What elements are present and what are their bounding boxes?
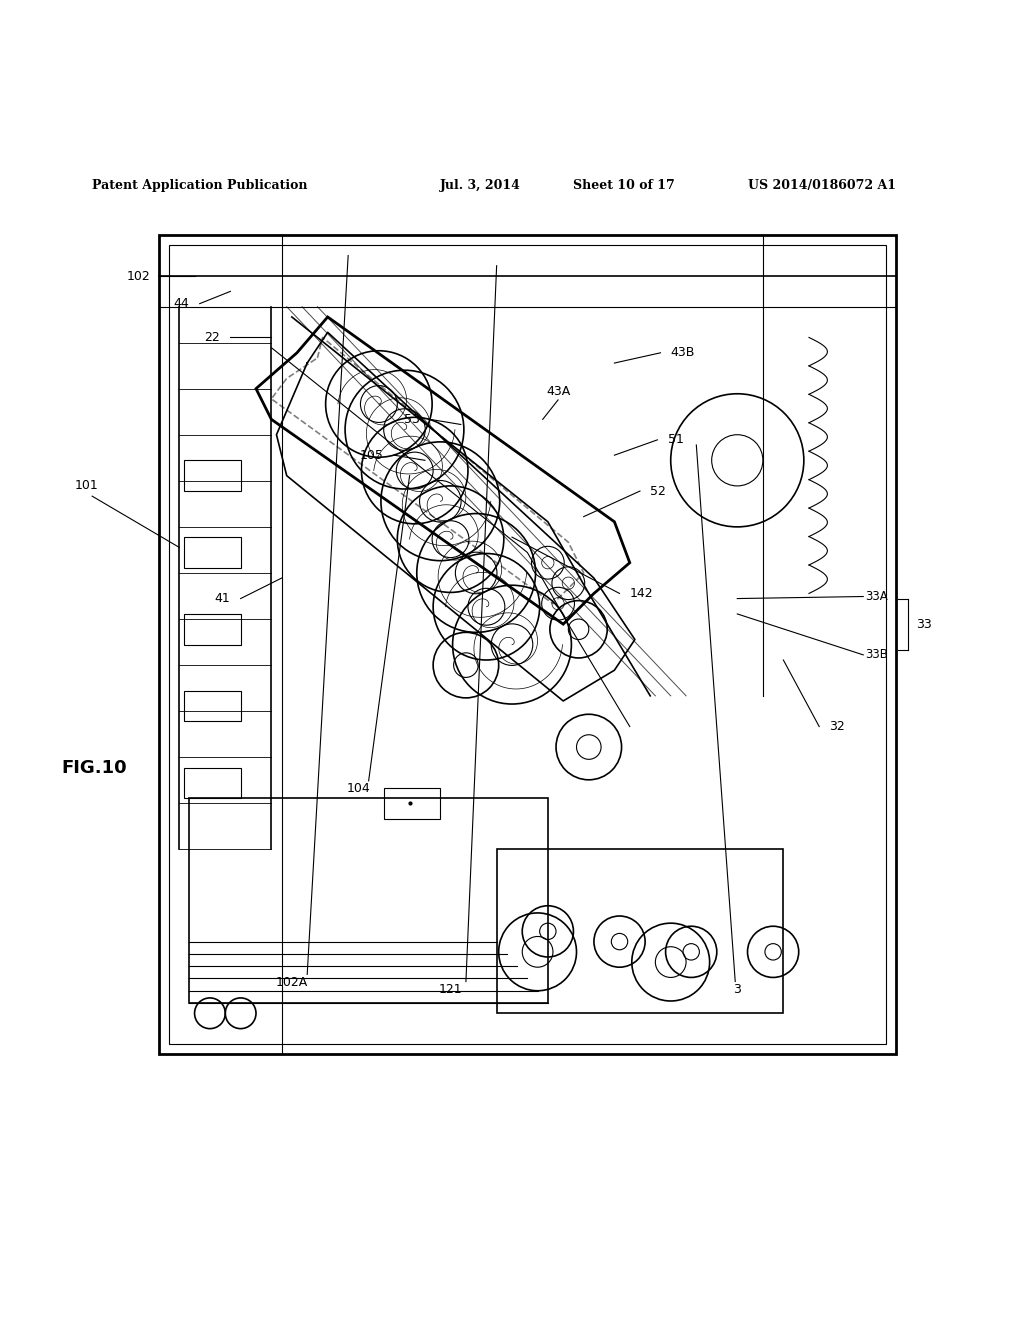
Text: 104: 104 xyxy=(346,781,371,795)
Text: 33A: 33A xyxy=(865,590,888,603)
Text: 33B: 33B xyxy=(865,648,888,661)
Text: 32: 32 xyxy=(829,721,845,733)
Text: 52: 52 xyxy=(650,484,667,498)
Text: 44: 44 xyxy=(174,297,189,310)
Text: US 2014/0186072 A1: US 2014/0186072 A1 xyxy=(748,180,896,193)
Text: 102A: 102A xyxy=(275,975,308,989)
Bar xyxy=(184,614,241,644)
Text: 105: 105 xyxy=(360,449,384,462)
Text: 43A: 43A xyxy=(546,385,570,399)
Text: 22: 22 xyxy=(205,331,220,345)
Text: Patent Application Publication: Patent Application Publication xyxy=(92,180,307,193)
Text: 102: 102 xyxy=(126,269,151,282)
Bar xyxy=(497,850,783,1014)
Text: 53: 53 xyxy=(403,413,420,426)
Text: 101: 101 xyxy=(75,479,99,492)
Text: Jul. 3, 2014: Jul. 3, 2014 xyxy=(440,180,521,193)
Text: 41: 41 xyxy=(215,593,230,605)
Text: Sheet 10 of 17: Sheet 10 of 17 xyxy=(573,180,675,193)
Bar xyxy=(184,537,241,568)
Text: 43B: 43B xyxy=(671,346,695,359)
Bar xyxy=(189,799,548,1003)
Bar xyxy=(184,767,241,799)
Bar xyxy=(184,461,241,491)
Text: 142: 142 xyxy=(630,587,653,599)
Bar xyxy=(184,690,241,722)
Text: 121: 121 xyxy=(438,983,463,997)
Text: 3: 3 xyxy=(733,983,741,997)
Text: 33: 33 xyxy=(916,618,932,631)
Text: 51: 51 xyxy=(668,433,684,446)
Bar xyxy=(384,788,440,818)
Text: FIG.10: FIG.10 xyxy=(61,759,127,776)
